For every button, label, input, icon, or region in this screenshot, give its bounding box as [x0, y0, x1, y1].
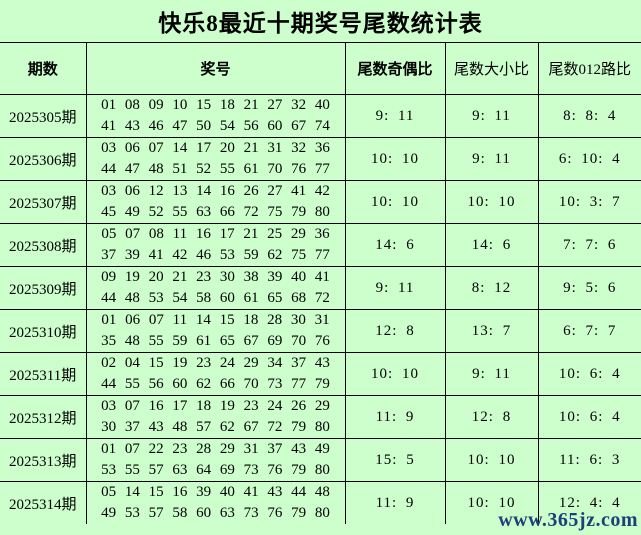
- numbers-cell: 01 07 22 23 28 29 31 37 43 49 53 55 57 6…: [85, 438, 346, 482]
- numbers-line-1: 05 14 15 16 39 40 41 43 44 48: [101, 484, 330, 500]
- page-title: 快乐8最近十期奖号尾数统计表: [158, 11, 483, 36]
- header-odd-even: 尾数奇偶比: [344, 42, 446, 95]
- period-cell: 2025312期: [0, 395, 87, 439]
- header-numbers: 奖号: [85, 42, 346, 95]
- big-small-ratio: 9: 11: [444, 352, 539, 396]
- table-row: 2025307期 03 06 12 13 14 16 26 27 41 42 4…: [0, 180, 641, 224]
- numbers-cell: 02 04 15 19 23 24 29 34 37 43 44 55 56 6…: [85, 352, 346, 396]
- odd-even-ratio: 11: 9: [344, 481, 446, 524]
- watermark-url: www.365jz.com: [498, 509, 638, 531]
- numbers-cell: 05 14 15 16 39 40 41 43 44 48 49 53 57 5…: [85, 481, 346, 524]
- numbers-cell: 03 06 12 13 14 16 26 27 41 42 45 49 52 5…: [85, 180, 346, 224]
- header-route012: 尾数012路比: [537, 42, 641, 95]
- numbers-line-1: 01 08 09 10 15 18 21 27 32 40: [101, 97, 330, 113]
- numbers-cell: 01 08 09 10 15 18 21 27 32 40 41 43 46 4…: [85, 94, 346, 138]
- odd-even-ratio: 10: 10: [344, 180, 446, 224]
- numbers-line-1: 03 07 16 17 18 19 23 24 26 29: [101, 398, 330, 414]
- route012-ratio: 9: 5: 6: [537, 266, 641, 310]
- table-row: 2025306期 03 06 07 14 17 20 21 31 32 36 4…: [0, 137, 641, 181]
- big-small-ratio: 12: 8: [444, 395, 539, 439]
- numbers-line-2: 53 55 57 63 64 69 73 76 79 80: [101, 462, 330, 478]
- big-small-ratio: 13: 7: [444, 309, 539, 353]
- route012-ratio: 8: 8: 4: [537, 94, 641, 138]
- period-cell: 2025306期: [0, 137, 87, 181]
- numbers-line-1: 03 06 07 14 17 20 21 31 32 36: [101, 140, 330, 156]
- route012-ratio: 11: 6: 3: [537, 438, 641, 482]
- numbers-line-2: 44 47 48 51 52 55 61 70 76 77: [101, 161, 330, 177]
- route012-ratio: 10: 3: 7: [537, 180, 641, 224]
- numbers-cell: 05 07 08 11 16 17 21 25 29 36 37 39 41 4…: [85, 223, 346, 267]
- table-row: 2025309期 09 19 20 21 23 30 38 39 40 41 4…: [0, 266, 641, 310]
- big-small-ratio: 9: 11: [444, 137, 539, 181]
- odd-even-ratio: 11: 9: [344, 395, 446, 439]
- period-cell: 2025305期: [0, 94, 87, 138]
- numbers-cell: 09 19 20 21 23 30 38 39 40 41 44 48 53 5…: [85, 266, 346, 310]
- table-row: 2025305期 01 08 09 10 15 18 21 27 32 40 4…: [0, 94, 641, 138]
- odd-even-ratio: 14: 6: [344, 223, 446, 267]
- odd-even-ratio: 15: 5: [344, 438, 446, 482]
- table-row: 2025313期 01 07 22 23 28 29 31 37 43 49 5…: [0, 438, 641, 482]
- numbers-line-1: 03 06 12 13 14 16 26 27 41 42: [101, 183, 330, 199]
- route012-ratio: 10: 6: 4: [537, 352, 641, 396]
- period-cell: 2025313期: [0, 438, 87, 482]
- table-row: 2025311期 02 04 15 19 23 24 29 34 37 43 4…: [0, 352, 641, 396]
- odd-even-ratio: 9: 11: [344, 94, 446, 138]
- numbers-line-1: 09 19 20 21 23 30 38 39 40 41: [101, 269, 330, 285]
- numbers-line-1: 02 04 15 19 23 24 29 34 37 43: [101, 355, 330, 371]
- period-cell: 2025311期: [0, 352, 87, 396]
- header-big-small: 尾数大小比: [444, 42, 539, 95]
- period-cell: 2025308期: [0, 223, 87, 267]
- table-row: 2025310期 01 06 07 11 14 15 18 28 30 31 3…: [0, 309, 641, 353]
- route012-ratio: 6: 10: 4: [537, 137, 641, 181]
- numbers-line-2: 37 39 41 42 46 53 59 62 75 77: [101, 247, 330, 263]
- odd-even-ratio: 10: 10: [344, 137, 446, 181]
- numbers-line-1: 01 07 22 23 28 29 31 37 43 49: [101, 441, 330, 457]
- numbers-line-2: 45 49 52 55 63 66 72 75 79 80: [101, 204, 330, 220]
- odd-even-ratio: 10: 10: [344, 352, 446, 396]
- big-small-ratio: 10: 10: [444, 481, 539, 524]
- route012-ratio: 12: 4: 4: [537, 481, 641, 524]
- numbers-line-1: 01 06 07 11 14 15 18 28 30 31: [101, 312, 330, 328]
- table-row: 2025314期 05 14 15 16 39 40 41 43 44 48 4…: [0, 481, 641, 524]
- numbers-cell: 01 06 07 11 14 15 18 28 30 31 35 48 55 5…: [85, 309, 346, 353]
- period-cell: 2025314期: [0, 481, 87, 524]
- numbers-line-2: 44 48 53 54 58 60 61 65 68 72: [101, 290, 330, 306]
- numbers-line-2: 41 43 46 47 50 54 56 60 67 74: [101, 118, 330, 134]
- route012-ratio: 10: 6: 4: [537, 395, 641, 439]
- numbers-line-2: 35 48 55 59 61 65 67 69 70 76: [101, 333, 330, 349]
- header-period: 期数: [0, 42, 87, 95]
- numbers-line-1: 05 07 08 11 16 17 21 25 29 36: [101, 226, 330, 242]
- big-small-ratio: 14: 6: [444, 223, 539, 267]
- numbers-line-2: 49 53 57 58 60 63 73 76 79 80: [101, 505, 330, 521]
- table-header-row: 期数 奖号 尾数奇偶比 尾数大小比 尾数012路比: [0, 42, 641, 95]
- route012-ratio: 7: 7: 6: [537, 223, 641, 267]
- table-row: 2025312期 03 07 16 17 18 19 23 24 26 29 3…: [0, 395, 641, 439]
- table-row: 2025308期 05 07 08 11 16 17 21 25 29 36 3…: [0, 223, 641, 267]
- big-small-ratio: 8: 12: [444, 266, 539, 310]
- odd-even-ratio: 12: 8: [344, 309, 446, 353]
- route012-ratio: 6: 7: 7: [537, 309, 641, 353]
- period-cell: 2025307期: [0, 180, 87, 224]
- numbers-cell: 03 06 07 14 17 20 21 31 32 36 44 47 48 5…: [85, 137, 346, 181]
- big-small-ratio: 9: 11: [444, 94, 539, 138]
- big-small-ratio: 10: 10: [444, 438, 539, 482]
- odd-even-ratio: 9: 11: [344, 266, 446, 310]
- tail-stats-table: 期数 奖号 尾数奇偶比 尾数大小比 尾数012路比 2025305期 01 08…: [0, 42, 641, 524]
- title-band: 快乐8最近十期奖号尾数统计表: [0, 0, 641, 42]
- period-cell: 2025310期: [0, 309, 87, 353]
- numbers-line-2: 30 37 43 48 57 62 67 72 79 80: [101, 419, 330, 435]
- numbers-cell: 03 07 16 17 18 19 23 24 26 29 30 37 43 4…: [85, 395, 346, 439]
- period-cell: 2025309期: [0, 266, 87, 310]
- big-small-ratio: 10: 10: [444, 180, 539, 224]
- numbers-line-2: 44 55 56 60 62 66 70 73 77 79: [101, 376, 330, 392]
